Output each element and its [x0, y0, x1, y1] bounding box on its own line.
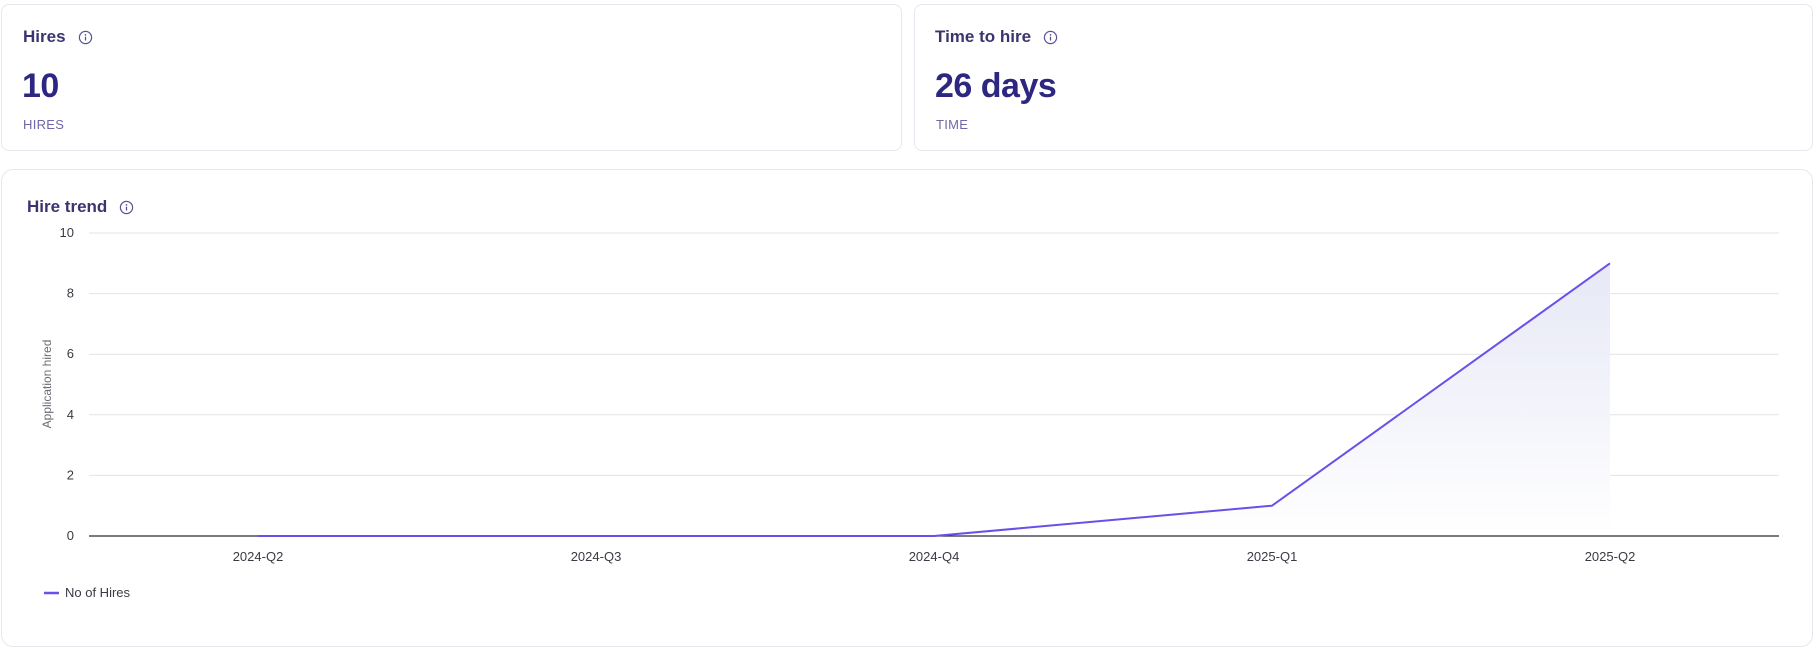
- time-to-hire-label: TIME: [936, 117, 969, 132]
- info-icon[interactable]: [78, 30, 93, 45]
- time-to-hire-title-text: Time to hire: [935, 27, 1032, 46]
- time-to-hire-value: 26 days: [935, 67, 1057, 105]
- info-icon[interactable]: [1043, 30, 1058, 45]
- hires-card: Hires 10 HIRES: [1, 4, 902, 151]
- hires-title-text: Hires: [23, 27, 66, 46]
- hire-trend-card: Hire trend: [1, 169, 1813, 647]
- time-to-hire-card: Time to hire 26 days TIME: [914, 4, 1813, 151]
- info-icon[interactable]: [119, 200, 134, 215]
- hire-trend-title: Hire trend: [27, 197, 134, 217]
- hires-label: HIRES: [23, 117, 65, 132]
- hires-value: 10: [22, 67, 59, 105]
- hires-card-title: Hires: [23, 27, 93, 47]
- time-to-hire-card-title: Time to hire: [935, 27, 1058, 47]
- hire-trend-title-text: Hire trend: [27, 197, 108, 216]
